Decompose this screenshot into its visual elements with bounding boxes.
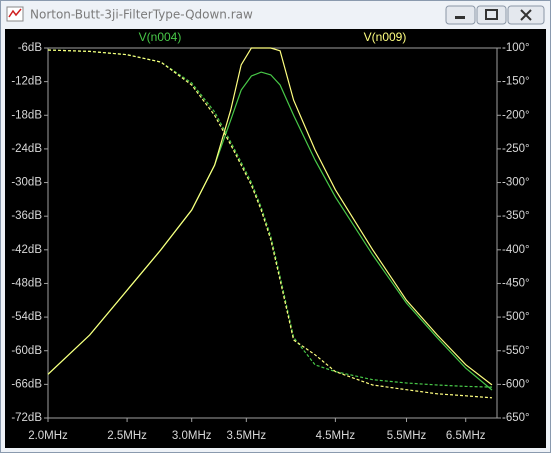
y-tick-label: -6dB <box>18 42 43 54</box>
y2-tick-label: -650° <box>502 412 530 424</box>
legend-label: V(n009) <box>364 30 407 44</box>
y-tick-label: -42dB <box>11 244 42 256</box>
y-tick-label: -30dB <box>11 177 42 189</box>
y2-tick-label: -600° <box>502 378 530 390</box>
y2-tick-label: -150° <box>502 76 530 88</box>
y-tick-label: -18dB <box>11 109 42 121</box>
y2-tick-label: -550° <box>502 345 530 357</box>
y2-tick-label: -400° <box>502 244 530 256</box>
y2-tick-label: -250° <box>502 143 530 155</box>
minimize-button[interactable] <box>445 5 476 25</box>
y-tick-label: -60dB <box>11 345 42 357</box>
y2-tick-label: -300° <box>502 177 530 189</box>
y-tick-label: -72dB <box>11 412 42 424</box>
y-tick-label: -36dB <box>11 210 42 222</box>
x-tick-label: 6.5MHz <box>446 430 486 442</box>
y-tick-label: -12dB <box>11 76 42 88</box>
y2-tick-label: -450° <box>502 277 530 289</box>
y2-tick-label: -200° <box>502 109 530 121</box>
x-tick-label: 2.0MHz <box>28 430 68 442</box>
y-tick-label: -54dB <box>11 311 42 323</box>
y-tick-label: -66dB <box>11 378 42 390</box>
y2-tick-label: -350° <box>502 210 530 222</box>
legend-label: V(n004) <box>139 30 182 44</box>
phase-line <box>47 49 493 399</box>
x-tick-label: 4.5MHz <box>316 430 356 442</box>
y-tick-label: -48dB <box>11 277 42 289</box>
window-title: Norton-Butt-3ji-FilterType-Qdown.raw <box>30 8 253 22</box>
close-button[interactable] <box>507 5 545 25</box>
y-tick-label: -24dB <box>11 143 42 155</box>
x-tick-label: 3.0MHz <box>172 430 212 442</box>
y2-tick-label: -500° <box>502 311 530 323</box>
y2-tick-label: -100° <box>502 42 530 54</box>
x-tick-label: 2.5MHz <box>107 430 147 442</box>
restore-button[interactable] <box>476 5 507 25</box>
x-tick-label: 5.5MHz <box>387 430 427 442</box>
app-icon <box>6 6 24 22</box>
x-tick-label: 3.5MHz <box>227 430 267 442</box>
plot: -6dB -12dB -18dB -24dB -30dB -36dB -42dB -48dB -… <box>11 30 529 442</box>
plot-pane <box>5 29 546 448</box>
magnitude-line <box>47 47 493 386</box>
